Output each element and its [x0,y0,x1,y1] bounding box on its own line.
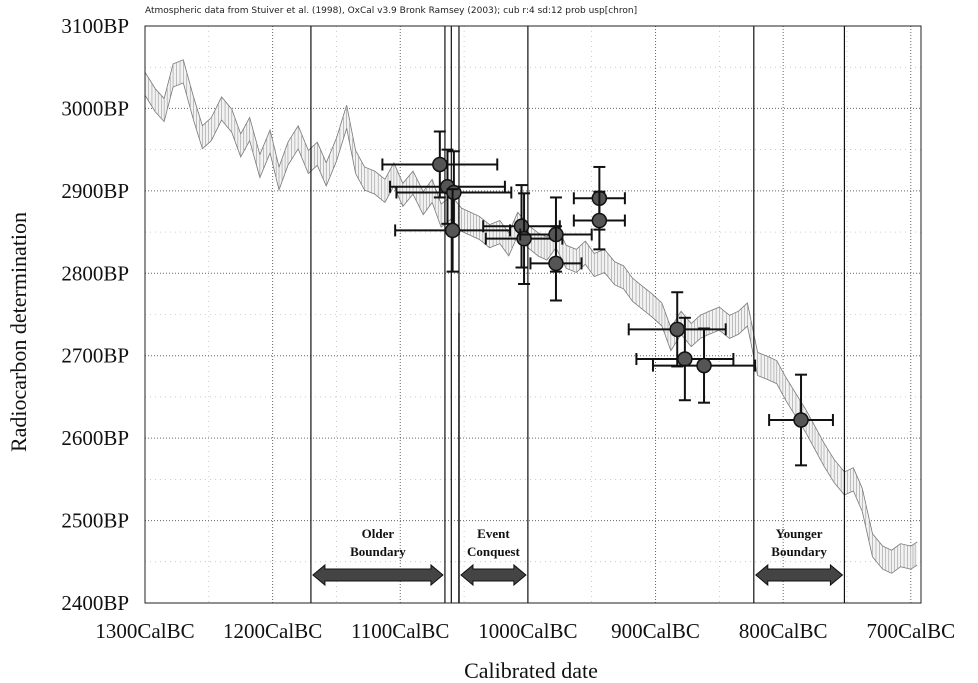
phase-lines [310,26,846,603]
y-tick-label: 2900BP [61,179,129,203]
point-marker [696,357,712,374]
x-tick-label: 1100CalBC [351,619,449,643]
y-tick-label: 3000BP [61,96,129,120]
y-tick-label: 2500BP [61,509,129,533]
point-marker [793,412,809,428]
point-marker [513,218,530,235]
x-tick-label: 800CalBC [739,619,828,643]
x-tick-label: 1300CalBC [95,619,194,643]
point-marker [591,212,608,229]
point-marker [677,351,693,367]
phase-arrows: Older Boundary Event Conquest Younger Boundar… [312,526,844,587]
data-point [389,148,506,225]
point-marker [669,321,685,338]
curve-lower [144,82,918,574]
data-point [529,225,583,302]
x-tick-label: 900CalBC [611,619,700,643]
y-axis-label: Radiocarbon determination [6,212,31,452]
curve-band [145,59,918,574]
x-axis-label: Calibrated date [464,658,598,683]
point-marker [548,255,564,272]
phase-arrow [755,563,844,587]
data-point [394,188,512,273]
y-tick-label: 2800BP [61,261,129,285]
point-marker [444,222,461,239]
plot-frame [144,25,922,604]
phase-label: Conquest [467,544,520,559]
y-tick-labels: 3100BP 3000BP 2900BP 2800BP 2700BP 2600BP 2500… [61,14,129,615]
phase-arrow [460,563,527,587]
data-points [381,130,834,467]
phase-label: Boundary [771,544,827,559]
grid [144,25,921,604]
x-tick-label: 700CalBC [866,619,955,643]
y-tick-label: 2600BP [61,426,129,450]
data-point [572,190,626,251]
point-marker [446,184,462,201]
phase-label: Younger [776,526,823,541]
x-tick-label: 1200CalBC [223,619,322,643]
data-point [635,316,735,402]
data-point [651,327,757,404]
data-point [768,373,834,467]
calibration-curve [144,59,918,574]
y-tick-label: 3100BP [61,14,129,38]
chart-caption: Atmospheric data from Stuiver et al. (19… [145,6,637,16]
phase-label: Older [362,526,395,541]
curve-upper [144,59,918,551]
phase-label: Event [477,526,510,541]
x-tick-labels: 1300CalBC 1200CalBC 1100CalBC 1000CalBC 900C… [95,619,955,643]
x-tick-label: 1000CalBC [478,619,577,643]
point-marker [432,156,448,173]
y-tick-label: 2400BP [61,591,129,615]
phase-arrow [312,563,444,587]
y-tick-label: 2700BP [61,344,129,368]
phase-label: Boundary [350,544,406,559]
